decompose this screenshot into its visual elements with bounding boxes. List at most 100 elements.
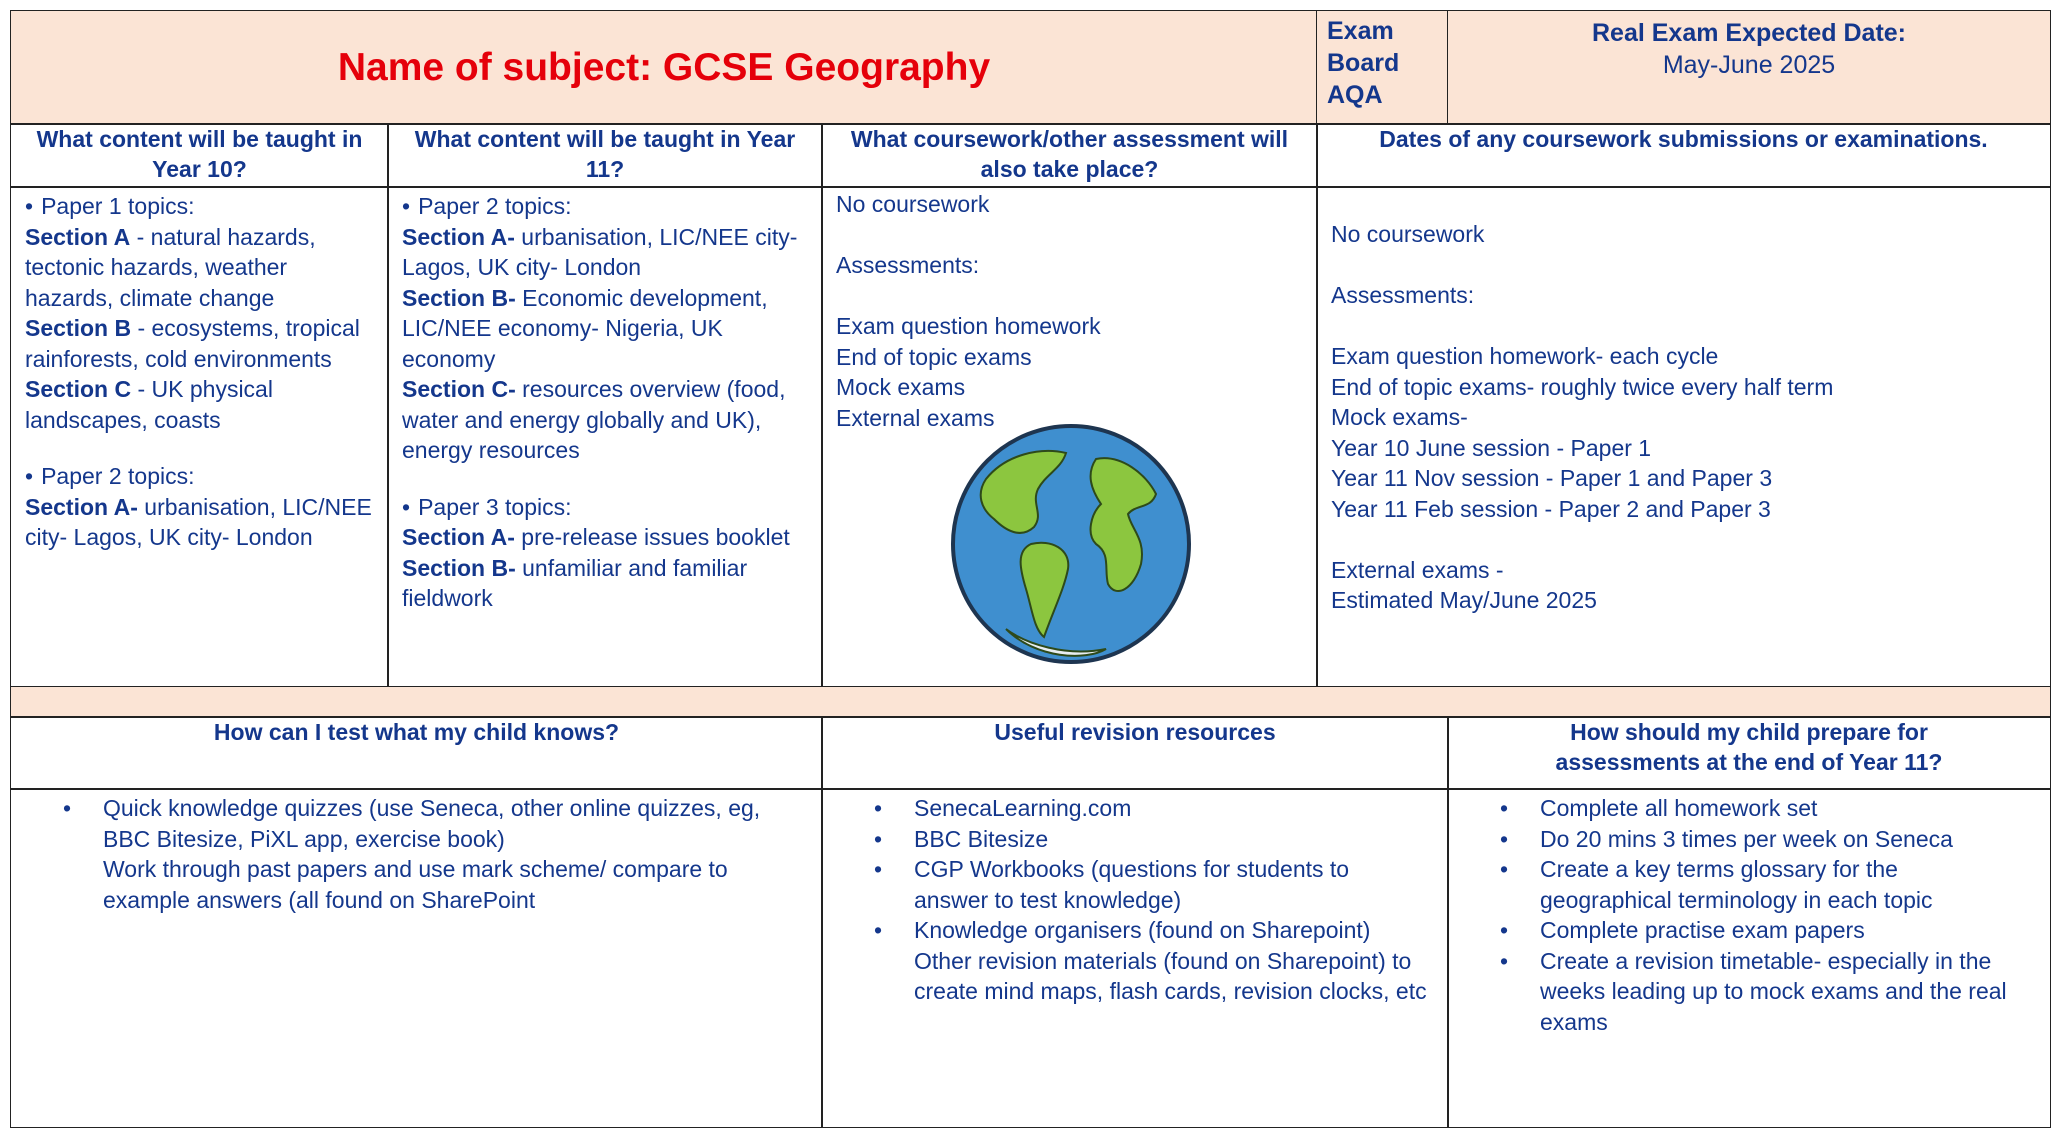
paper-heading: Paper 2 topics: [25,461,380,492]
list-item: Complete practise exam papers [1500,915,2034,946]
globe-land [1089,457,1158,592]
list-item: Create a revision timetable- especially … [1500,946,2034,1038]
section: Section A- urbanisation, LIC/NEE city- L… [25,492,380,553]
header-cell: How should my child prepare for assessme… [1447,716,2051,790]
line: Exam question homework [836,313,1101,339]
section-text: pre-release issues booklet [521,524,790,550]
line: Estimated May/June 2025 [1331,587,1597,613]
list-item: SenecaLearning.com [874,793,1428,824]
header-cell: How can I test what my child knows? [10,716,823,790]
header-cell: What content will be taught in Year 10? [10,123,389,188]
column-header: Useful revision resources [994,719,1276,745]
section-text: urbanisation, LIC/NEE city- Lagos, UK ci… [25,493,372,551]
line: Year 11 Feb session - Paper 2 and Paper … [1331,495,1771,522]
section-label: Section C- [402,376,516,402]
list-item: Complete all homework set [1500,793,2034,824]
section: Section A- pre-release issues booklet [402,522,814,553]
dates-list: Exam question homework- each cycle End o… [1331,341,2040,524]
line: Year 10 June session - Paper 1 [1331,434,1652,461]
list-item: CGP Workbooks (questions for students to… [874,854,1428,915]
line: Mock exams [836,374,966,400]
exam-board-cell: Exam Board AQA [1316,10,1449,125]
list-item: Do 20 mins 3 times per week on Seneca [1500,824,2034,855]
list-item: Work through past papers and use mark sc… [103,856,728,913]
section-label: Section B- [402,284,516,311]
section: Section C - UK physical landscapes, coas… [25,374,380,435]
section-label: Section B [25,315,132,341]
section-text: resources overview (food, water and ener… [402,376,786,463]
section: Section A - natural hazards, tectonic ha… [25,222,380,314]
resources-cell: SenecaLearning.com BBC Bitesize CGP Work… [821,788,1449,1128]
section-text: urbanisation, LIC/NEE city- Lagos, UK ci… [402,223,798,281]
line: No coursework [1331,221,1485,247]
column-header: How should my child prepare for assessme… [1555,719,1943,775]
section-label: Section B- [402,554,516,581]
title: Name of subject: GCSE Geography [337,45,991,89]
line: Assessments: [1331,282,1475,308]
list-item: Quick knowledge quizzes (use Seneca, oth… [63,793,802,854]
column-header: What content will be taught in Year 10? [36,126,363,182]
globe-ice [1005,628,1107,657]
expected-date-label: Real Exam Expected Date: [1591,19,1907,47]
column-header: What coursework/other assessment will al… [850,126,1289,182]
column-header: What content will be taught in Year 11? [414,126,796,182]
section-label: Section C [25,376,132,402]
list-item: Other revision materials (found on Share… [914,947,1427,1005]
dates-cell: No coursework Assessments: Exam question… [1316,186,2051,688]
list-item: BBC Bitesize [874,824,1428,855]
section: Section B- unfamiliar and familiar field… [402,553,814,614]
header-cell: Useful revision resources [821,716,1449,790]
list-item: Create a key terms glossary for the geog… [1500,854,2034,915]
column-header: Dates of any coursework submissions or e… [1379,126,1988,152]
line: External exams - [1331,556,1504,583]
header-cell: What coursework/other assessment will al… [821,123,1318,188]
year11-cell: Paper 2 topics: Section A- urbanisation,… [387,186,823,688]
assessment-cell: No coursework Assessments: Exam question… [821,186,1318,688]
section-text: - natural hazards, tectonic hazards, wea… [25,223,316,311]
paper-heading: Paper 1 topics: [25,191,380,222]
section-text: - ecosystems, tropical rainforests, cold… [25,315,360,372]
line: Mock exams- [1331,404,1468,430]
line: Year 11 Nov session - Paper 1 and Paper … [1331,465,1773,491]
section-text: unfamiliar and familiar fieldwork [402,554,748,612]
section-label: Section A [25,223,131,250]
section-label: Section A- [25,493,138,520]
list: SenecaLearning.com BBC Bitesize CGP Work… [846,793,1428,1007]
list: Quick knowledge quizzes (use Seneca, oth… [35,793,802,915]
line: End of topic exams- roughly twice every … [1331,373,1834,400]
section-text: - UK physical landscapes, coasts [25,376,273,433]
external-exams: External exams - Estimated May/June 2025 [1331,555,2040,616]
spacer-row [10,686,2051,718]
prepare-cell: Complete all homework set Do 20 mins 3 t… [1447,788,2051,1128]
globe-land [979,450,1068,534]
line: External exams [836,404,995,431]
section-label: Section A- [402,524,515,550]
globe-land [1019,541,1070,639]
assessment-list: Exam question homework End of topic exam… [836,311,1307,433]
paper-heading: Paper 2 topics: [402,191,814,222]
line: End of topic exams [836,343,1032,370]
line: Exam question homework- each cycle [1331,343,1719,369]
header-cell: Dates of any coursework submissions or e… [1316,123,2051,188]
test-cell: Quick knowledge quizzes (use Seneca, oth… [10,788,823,1128]
section: Section B- Economic development, LIC/NEE… [402,283,814,375]
title-cell: Name of subject: GCSE Geography [10,10,1318,125]
expected-date-cell: Real Exam Expected Date: May-June 2025 [1447,10,2051,125]
section: Section B - ecosystems, tropical rainfor… [25,313,380,374]
section-label: Section A- [402,223,515,250]
globe-icon [951,424,1191,664]
list: Complete all homework set Do 20 mins 3 t… [1472,793,2034,1037]
section: Section C- resources overview (food, wat… [402,374,814,466]
section: Section A- urbanisation, LIC/NEE city- L… [402,222,814,283]
column-header: How can I test what my child knows? [213,719,620,745]
section-text: Economic development, LIC/NEE economy- N… [402,284,768,372]
paper-heading: Paper 3 topics: [402,492,814,523]
exam-board: Exam Board AQA [1327,17,1400,109]
globe-ocean [951,424,1191,664]
expected-date: May-June 2025 [1662,51,1836,79]
line: No coursework [836,191,990,217]
header-cell: What content will be taught in Year 11? [387,123,823,188]
year10-cell: Paper 1 topics: Section A - natural haza… [10,186,389,688]
line: Assessments: [836,252,980,278]
